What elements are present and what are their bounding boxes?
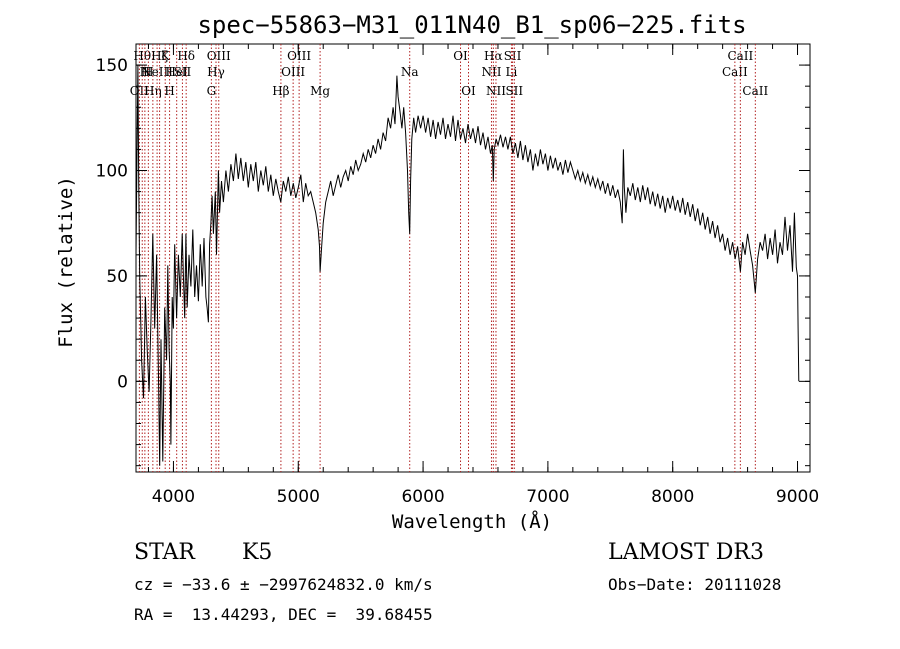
- marker-label-14: OIII: [207, 49, 231, 63]
- marker-label-15: Hβ: [272, 84, 289, 98]
- line-markers: OIIHθHHHηNeIIIHζKHHeIHδSIIGHγOIIIHβOIIIO…: [130, 44, 768, 472]
- x-tick-label: 7000: [526, 487, 569, 507]
- marker-label-1: Hθ: [133, 49, 151, 63]
- marker-label-17: OIII: [287, 49, 311, 63]
- marker-label-24: NII: [486, 84, 506, 98]
- marker-label-29: CaII: [727, 49, 753, 63]
- x-tick-label: 4000: [152, 487, 195, 507]
- x-tick-label: 9000: [776, 487, 819, 507]
- x-axis-label: Wavelength (Å): [392, 510, 552, 533]
- marker-label-19: Na: [401, 65, 419, 79]
- marker-label-26: SII: [504, 49, 522, 63]
- object-class: STAR: [134, 540, 195, 565]
- y-tick-label: 100: [96, 162, 128, 182]
- marker-label-30: CaII: [742, 84, 768, 98]
- marker-label-8: H: [164, 84, 174, 98]
- y-tick-label: 150: [96, 56, 128, 76]
- y-axis-label: Flux (relative): [55, 176, 77, 348]
- x-tick-label: 8000: [651, 487, 694, 507]
- marker-label-13: Hγ: [207, 65, 225, 79]
- marker-label-27: SII: [505, 84, 523, 98]
- marker-label-12: G: [207, 84, 217, 98]
- marker-label-16: OIII: [281, 65, 305, 79]
- y-tick-label: 0: [117, 372, 128, 392]
- marker-label-22: NII: [481, 65, 501, 79]
- spectrum-series: [135, 65, 800, 466]
- marker-label-21: OI: [461, 84, 476, 98]
- marker-label-11: SII: [174, 65, 192, 79]
- marker-label-20: OI: [453, 49, 468, 63]
- ra-dec-line: RA = 13.44293, DEC = 39.68455: [134, 605, 433, 624]
- marker-label-18: Mg: [310, 84, 330, 98]
- obs-date-line: Obs−Date: 20111028: [608, 575, 782, 594]
- x-tick-label: 5000: [277, 487, 320, 507]
- chart-title: spec−55863−M31_011N40_B1_sp06−225.fits: [197, 11, 746, 39]
- object-subclass: K5: [242, 540, 273, 565]
- marker-label-28: CaII: [722, 65, 748, 79]
- marker-label-3: H: [143, 65, 153, 79]
- marker-label-4: Hη: [144, 84, 162, 98]
- y-tick-label: 50: [106, 267, 128, 287]
- marker-label-2: H: [140, 65, 150, 79]
- marker-label-25: Li: [506, 65, 518, 79]
- survey-name: LAMOST DR3: [608, 540, 764, 565]
- axis-ticks: 4000 5000 6000 7000 8000 9000 0 50 100 150: [96, 44, 819, 507]
- marker-label-6: Hζ: [151, 49, 168, 63]
- marker-label-10: Hδ: [177, 49, 195, 63]
- redshift-line: cz = −33.6 ± −2997624832.0 km/s: [134, 575, 433, 594]
- x-tick-label: 6000: [401, 487, 444, 507]
- marker-label-7: K: [161, 49, 171, 63]
- spectrum-line-0: [135, 65, 800, 466]
- marker-label-23: Hα: [484, 49, 503, 63]
- plot-frame: [135, 43, 811, 473]
